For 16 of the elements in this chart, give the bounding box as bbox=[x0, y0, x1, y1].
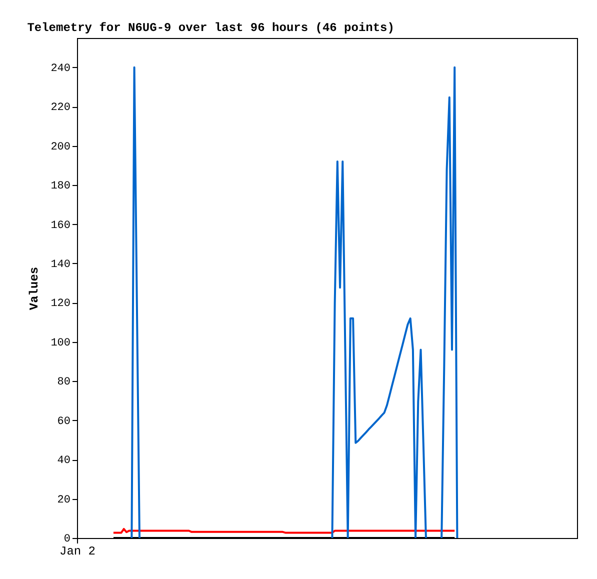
y-tick-label: 0 bbox=[64, 534, 70, 546]
y-axis-title: Values bbox=[28, 266, 42, 310]
y-tick-label: 20 bbox=[57, 494, 70, 506]
x-tick-label: Jan 2 bbox=[59, 544, 96, 558]
y-tick-label: 180 bbox=[50, 180, 70, 193]
y-tick-label: 200 bbox=[50, 141, 70, 154]
y-tick-label: 120 bbox=[50, 298, 70, 310]
chart-title: Telemetry for N6UG-9 over last 96 hours (46 points) bbox=[27, 21, 394, 35]
y-tick-label: 160 bbox=[50, 220, 70, 232]
y-tick-label: 140 bbox=[50, 258, 70, 271]
y-tick-label: 220 bbox=[50, 102, 70, 114]
y-tick-label: 240 bbox=[50, 62, 70, 75]
y-tick-label: 40 bbox=[57, 455, 70, 468]
y-tick-label: 60 bbox=[57, 416, 70, 428]
y-tick-label: 100 bbox=[50, 337, 70, 350]
y-tick-label: 80 bbox=[57, 376, 70, 389]
